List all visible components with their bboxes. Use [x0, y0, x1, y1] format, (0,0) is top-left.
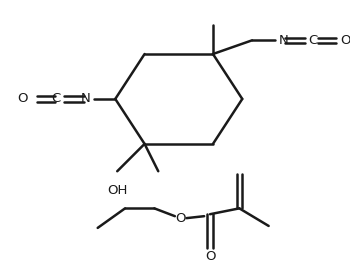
Text: C: C [309, 34, 318, 47]
Text: N: N [278, 34, 288, 47]
Text: C: C [51, 93, 61, 105]
Text: OH: OH [107, 184, 127, 197]
Text: O: O [205, 250, 215, 263]
Text: O: O [175, 212, 186, 225]
Text: O: O [340, 34, 350, 47]
Text: O: O [17, 93, 27, 105]
Text: N: N [81, 93, 91, 105]
